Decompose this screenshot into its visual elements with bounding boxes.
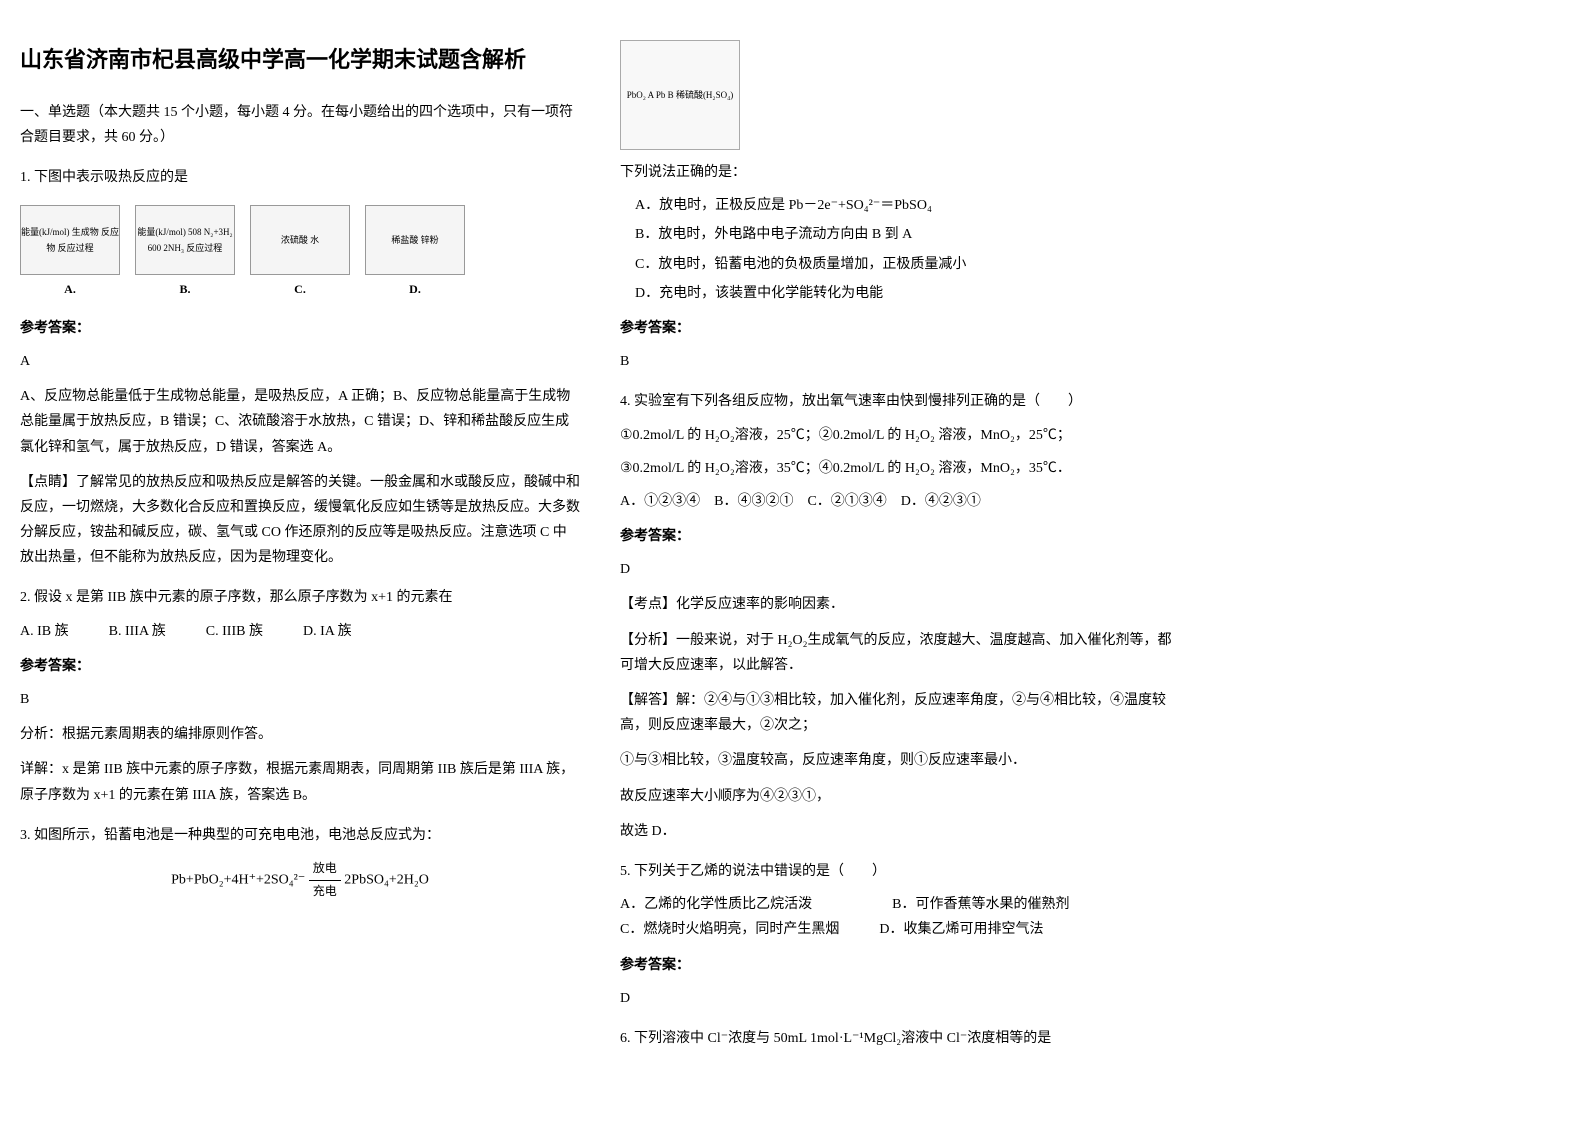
diagram-a: 能量(kJ/mol) 生成物 反应物 反应过程 A. bbox=[20, 205, 120, 301]
question-4: 4. 实验室有下列各组反应物，放出氧气速率由快到慢排列正确的是（ ） ①0.2m… bbox=[620, 389, 1180, 844]
q3-optD: D．充电时，该装置中化学能转化为电能 bbox=[620, 281, 1180, 306]
q2-optA: A. IB 族 bbox=[20, 619, 69, 644]
q5-row2: C．燃烧时火焰明亮，同时产生黑烟 D．收集乙烯可用排空气法 bbox=[620, 917, 1180, 942]
q5-row1: A．乙烯的化学性质比乙烷活泼 B．可作香蕉等水果的催熟剂 bbox=[620, 892, 1180, 917]
page-title: 山东省济南市杞县高级中学高一化学期末试题含解析 bbox=[20, 40, 580, 80]
q2-optD: D. IA 族 bbox=[303, 619, 352, 644]
q4-line1: ①0.2mol/L 的 H₂O₂溶液，25℃；②0.2mol/L 的 H₂O₂ … bbox=[620, 423, 1180, 448]
q4-line2: ③0.2mol/L 的 H₂O₂溶液，35℃；④0.2mol/L 的 H₂O₂ … bbox=[620, 456, 1180, 481]
q4-answer-label: 参考答案： bbox=[620, 524, 1180, 549]
question-3-part2: 下列说法正确的是： A．放电时，正极反应是 Pb－2e⁻+SO₄²⁻＝PbSO₄… bbox=[620, 160, 1180, 374]
diagram-d-label: D. bbox=[409, 282, 421, 296]
section-header: 一、单选题（本大题共 15 个小题，每小题 4 分。在每小题给出的四个选项中，只… bbox=[20, 100, 580, 150]
question-6: 6. 下列溶液中 Cl⁻浓度与 50mL 1mol·L⁻¹MgCl₂溶液中 Cl… bbox=[620, 1026, 1180, 1051]
q5-answer: D bbox=[620, 986, 1180, 1011]
q2-options: A. IB 族 B. IIIA 族 C. IIIB 族 D. IA 族 bbox=[20, 619, 580, 644]
diagram-b-label: B. bbox=[179, 282, 190, 296]
q5-text: 5. 下列关于乙烯的说法中错误的是（ ） bbox=[620, 859, 1180, 884]
q5-optC: C．燃烧时火焰明亮，同时产生黑烟 bbox=[620, 917, 839, 942]
q5-answer-label: 参考答案： bbox=[620, 953, 1180, 978]
q5-optA: A．乙烯的化学性质比乙烷活泼 bbox=[620, 892, 812, 917]
q4-answer: D bbox=[620, 557, 1180, 582]
diagram-c: 浓硫酸 水 C. bbox=[250, 205, 350, 301]
diagram-c-label: C. bbox=[294, 282, 306, 296]
q2-answer: B bbox=[20, 687, 580, 712]
q4-solve4: 故选 D． bbox=[620, 819, 1180, 844]
q1-text: 1. 下图中表示吸热反应的是 bbox=[20, 165, 580, 190]
q1-answer-label: 参考答案： bbox=[20, 316, 580, 341]
diagram-b-box: 能量(kJ/mol) 508 N₂+3H₂ 600 2NH₃ 反应过程 bbox=[135, 205, 235, 275]
q2-detail: 详解：x 是第 IIB 族中元素的原子序数，根据元素周期表，同周期第 IIB 族… bbox=[20, 757, 580, 807]
q5-optB: B．可作香蕉等水果的催熟剂 bbox=[892, 892, 1069, 917]
q1-explanation1: A、反应物总能量低于生成物总能量，是吸热反应，A 正确；B、反应物总能量高于生成… bbox=[20, 384, 580, 460]
right-column: PbO₂ A Pb B 稀硫酸(H₂SO₄) 下列说法正确的是： A．放电时，正… bbox=[620, 40, 1180, 1066]
diagram-a-label: A. bbox=[64, 282, 76, 296]
diagram-b: 能量(kJ/mol) 508 N₂+3H₂ 600 2NH₃ 反应过程 B. bbox=[135, 205, 235, 301]
q3-answer-label: 参考答案： bbox=[620, 316, 1180, 341]
diagram-d: 稀盐酸 锌粉 D. bbox=[365, 205, 465, 301]
q3-optC: C．放电时，铅蓄电池的负极质量增加，正极质量减小 bbox=[620, 252, 1180, 277]
q4-point: 【考点】化学反应速率的影响因素． bbox=[620, 592, 1180, 617]
question-2: 2. 假设 x 是第 IIB 族中元素的原子序数，那么原子序数为 x+1 的元素… bbox=[20, 585, 580, 807]
diagram-c-box: 浓硫酸 水 bbox=[250, 205, 350, 275]
formula-right: 2PbSO₄+2H₂O bbox=[344, 872, 429, 887]
q1-diagrams: 能量(kJ/mol) 生成物 反应物 反应过程 A. 能量(kJ/mol) 50… bbox=[20, 205, 580, 301]
q2-text: 2. 假设 x 是第 IIB 族中元素的原子序数，那么原子序数为 x+1 的元素… bbox=[20, 585, 580, 610]
q3-optB: B．放电时，外电路中电子流动方向由 B 到 A bbox=[620, 222, 1180, 247]
q6-text: 6. 下列溶液中 Cl⁻浓度与 50mL 1mol·L⁻¹MgCl₂溶液中 Cl… bbox=[620, 1026, 1180, 1051]
q3-formula: Pb+PbO₂+4H⁺+2SO₄²⁻ 放电 充电 2PbSO₄+2H₂O bbox=[20, 858, 580, 902]
q3-text: 3. 如图所示，铅蓄电池是一种典型的可充电电池，电池总反应式为： bbox=[20, 823, 580, 848]
battery-diagram: PbO₂ A Pb B 稀硫酸(H₂SO₄) bbox=[620, 40, 740, 150]
formula-arrows: 放电 充电 bbox=[309, 858, 341, 902]
question-3-part1: 3. 如图所示，铅蓄电池是一种典型的可充电电池，电池总反应式为： Pb+PbO₂… bbox=[20, 823, 580, 902]
formula-bottom: 充电 bbox=[309, 881, 341, 903]
q4-text: 4. 实验室有下列各组反应物，放出氧气速率由快到慢排列正确的是（ ） bbox=[620, 389, 1180, 414]
q4-options: A．①②③④ B．④③②① C．②①③④ D．④②③① bbox=[620, 489, 1180, 514]
q3-followup: 下列说法正确的是： bbox=[620, 160, 1180, 185]
formula-top: 放电 bbox=[309, 858, 341, 881]
q3-optA: A．放电时，正极反应是 Pb－2e⁻+SO₄²⁻＝PbSO₄ bbox=[620, 193, 1180, 218]
q5-optD: D．收集乙烯可用排空气法 bbox=[879, 917, 1043, 942]
question-5: 5. 下列关于乙烯的说法中错误的是（ ） A．乙烯的化学性质比乙烷活泼 B．可作… bbox=[620, 859, 1180, 1011]
diagram-d-box: 稀盐酸 锌粉 bbox=[365, 205, 465, 275]
q4-analysis: 【分析】一般来说，对于 H₂O₂生成氧气的反应，浓度越大、温度越高、加入催化剂等… bbox=[620, 628, 1180, 678]
q4-solve2: ①与③相比较，③温度较高，反应速率角度，则①反应速率最小． bbox=[620, 748, 1180, 773]
q4-solve1: 【解答】解：②④与①③相比较，加入催化剂，反应速率角度，②与④相比较，④温度较高… bbox=[620, 688, 1180, 738]
q2-optB: B. IIIA 族 bbox=[109, 619, 166, 644]
formula-left: Pb+PbO₂+4H⁺+2SO₄²⁻ bbox=[171, 872, 305, 887]
q2-answer-label: 参考答案： bbox=[20, 654, 580, 679]
q3-answer: B bbox=[620, 349, 1180, 374]
q1-answer: A bbox=[20, 349, 580, 374]
q4-solve3: 故反应速率大小顺序为④②③①， bbox=[620, 784, 1180, 809]
diagram-a-box: 能量(kJ/mol) 生成物 反应物 反应过程 bbox=[20, 205, 120, 275]
q2-analysis: 分析：根据元素周期表的编排原则作答。 bbox=[20, 722, 580, 747]
q2-optC: C. IIIB 族 bbox=[206, 619, 263, 644]
left-column: 山东省济南市杞县高级中学高一化学期末试题含解析 一、单选题（本大题共 15 个小… bbox=[20, 40, 580, 1066]
question-1: 1. 下图中表示吸热反应的是 能量(kJ/mol) 生成物 反应物 反应过程 A… bbox=[20, 165, 580, 570]
q1-explanation2: 【点睛】了解常见的放热反应和吸热反应是解答的关键。一般金属和水或酸反应，酸碱中和… bbox=[20, 470, 580, 571]
